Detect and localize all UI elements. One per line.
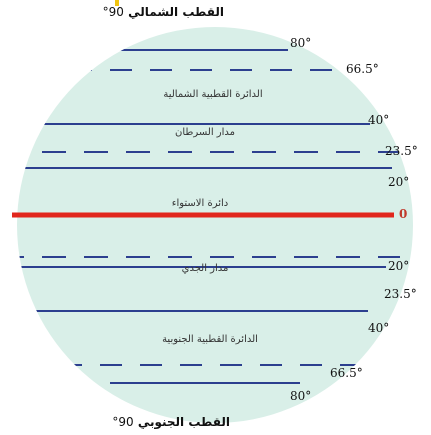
south-pole-degree: 90° <box>112 415 134 429</box>
latitude-23-5-north-label: 23.5° <box>385 144 418 158</box>
equator-label: دائرة الاستواء <box>171 198 229 209</box>
latitude-40-south-label: 40° <box>368 321 390 335</box>
north-pole-marker <box>115 0 119 6</box>
latitude-20-north-label: 20° <box>388 175 410 189</box>
antarctic-circle-label: الدائرة القطبية الجنوبية <box>162 334 258 345</box>
latitude-66-5-north-label: 66.5° <box>346 62 379 76</box>
latitude-40-north-label: 40° <box>368 113 390 127</box>
north-pole-degree: 90° <box>102 5 124 19</box>
latitude-80-south-label: 80° <box>290 389 312 403</box>
latitude-20-south-label: 20° <box>388 259 410 273</box>
tropic-of-capricorn-label: مدار الجدي <box>181 263 229 274</box>
north-pole-name: القطب الشمالي <box>128 5 224 19</box>
latitude-0-label: 0 <box>399 207 408 221</box>
latitude-23-5-south-label: 23.5° <box>384 287 417 301</box>
latitude-66-5-south-label: 66.5° <box>330 366 363 380</box>
south-pole-name: القطب الجنوبي <box>137 415 230 429</box>
north-pole-label: القطب الشمالي 90° <box>103 5 224 19</box>
tropic-of-cancer-label: مدار السرطان <box>174 127 235 138</box>
arctic-circle-label: الدائرة القطبية الشمالية <box>163 89 263 100</box>
south-pole-label: القطب الجنوبي 90° <box>112 416 230 428</box>
latitude-80-north-label: 80° <box>290 36 312 50</box>
globe <box>17 27 413 423</box>
